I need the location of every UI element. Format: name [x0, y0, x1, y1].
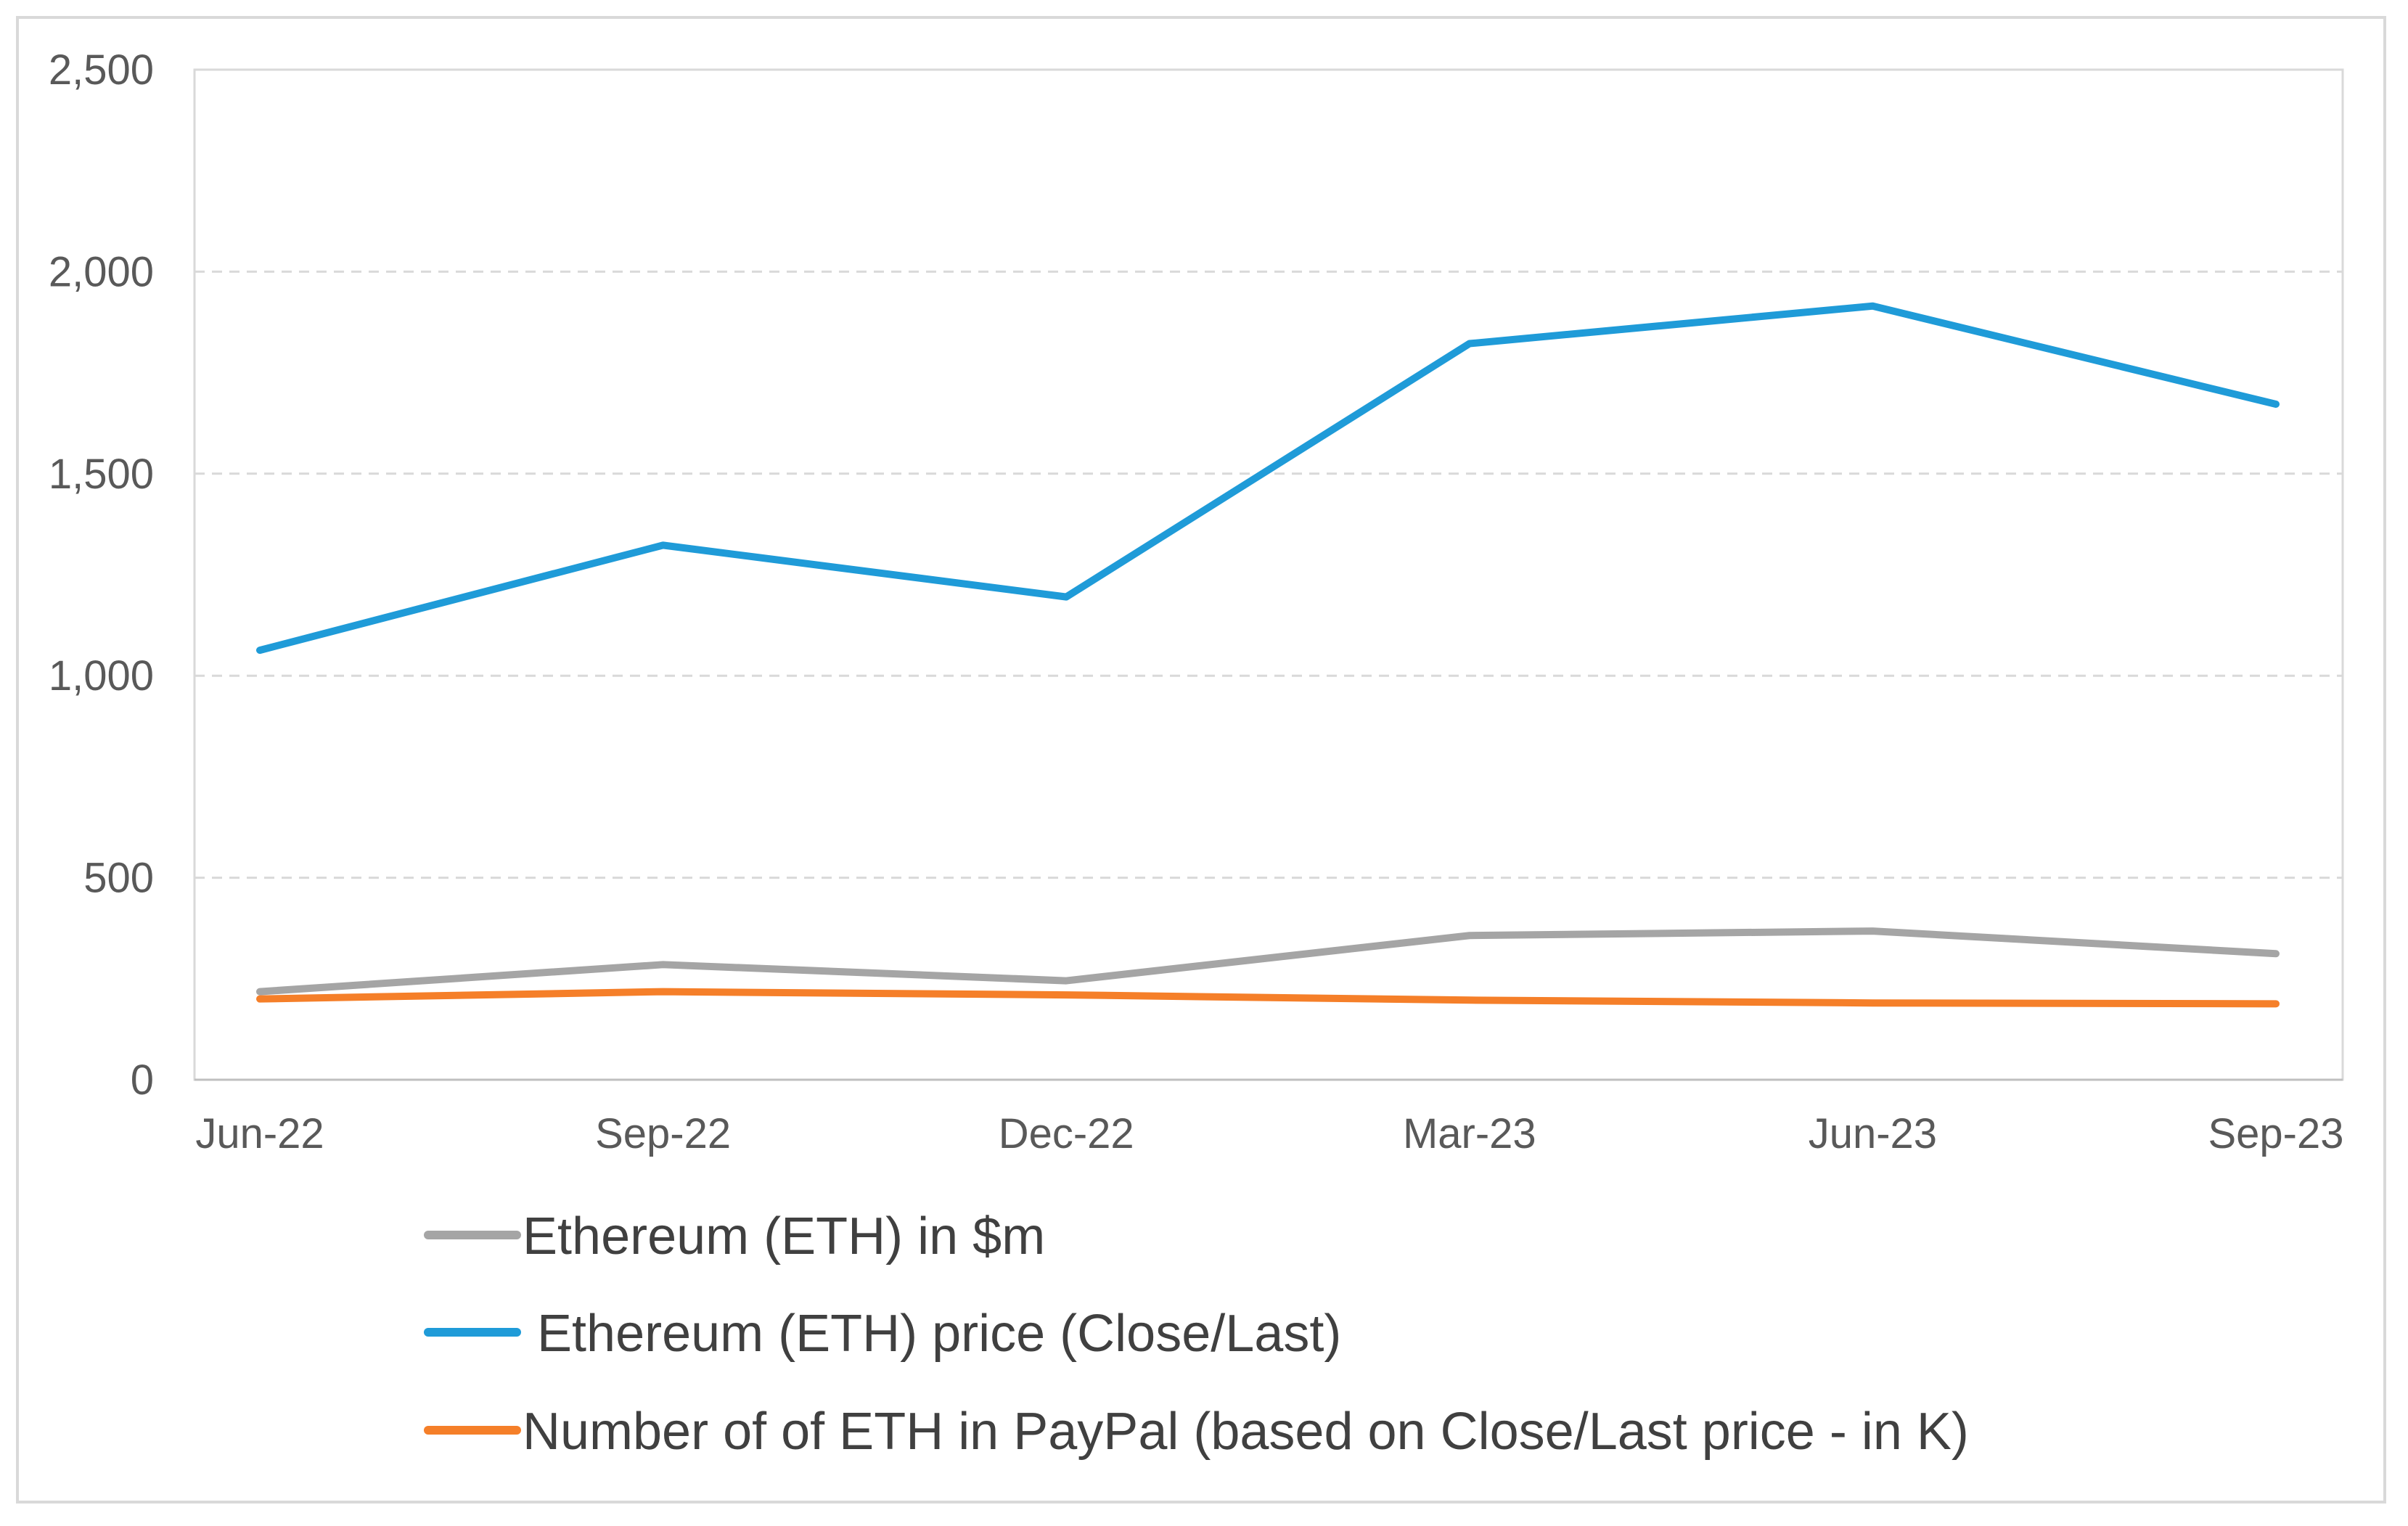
legend-label: Number of of ETH in PayPal (based on Clo…	[523, 1403, 1969, 1461]
x-tick-label: Jun-22	[195, 1110, 324, 1157]
y-tick-label: 2,500	[49, 46, 154, 94]
y-tick-label: 1,500	[49, 451, 154, 498]
series-line	[256, 302, 2280, 655]
y-tick-label: 2,000	[49, 248, 154, 295]
x-tick-label: Dec-22	[999, 1110, 1134, 1157]
x-tick-label: Jun-23	[1809, 1110, 1937, 1157]
y-tick-label: 0	[131, 1057, 154, 1104]
x-tick-label: Sep-22	[595, 1110, 731, 1157]
series-line	[256, 927, 2280, 996]
x-axis-ticks: Jun-22 Sep-22 Dec-22 Mar-23 Jun-23 Sep-23	[195, 1110, 2343, 1157]
axes	[193, 68, 2344, 1081]
series-lines	[256, 302, 2280, 1008]
legend: Ethereum (ETH) in $m Ethereum (ETH) pric…	[424, 1207, 1969, 1461]
chart-frame	[16, 16, 2386, 1504]
series-line	[256, 988, 2280, 1008]
legend-label: Ethereum (ETH) price (Close/Last)	[523, 1305, 1341, 1363]
y-tick-label: 500	[83, 855, 154, 902]
gridlines	[194, 270, 2343, 879]
plot-area-border	[193, 68, 2344, 1081]
y-axis-ticks: 0 500 1,000 1,500 2,000 2,500	[49, 46, 154, 1104]
y-tick-label: 1,000	[49, 652, 154, 700]
legend-label: Ethereum (ETH) in $m	[523, 1207, 1045, 1265]
x-tick-label: Sep-23	[2208, 1110, 2343, 1157]
x-tick-label: Mar-23	[1403, 1110, 1536, 1157]
